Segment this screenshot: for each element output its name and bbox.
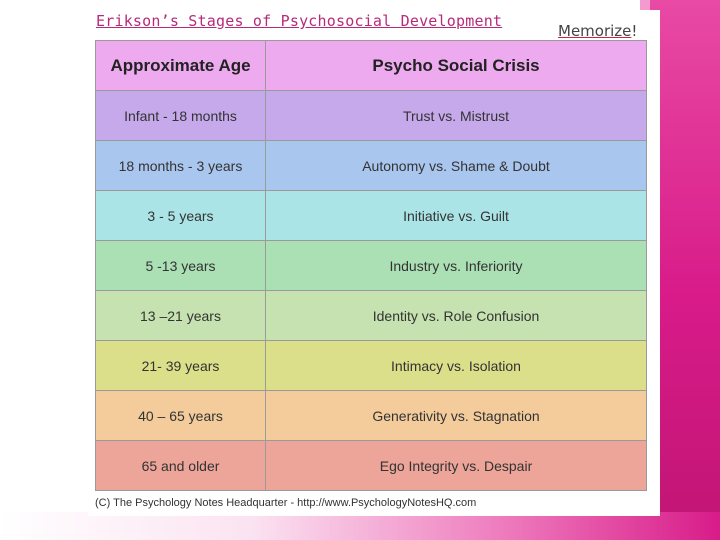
header-age: Approximate Age: [95, 40, 266, 91]
age-cell: 18 months - 3 years: [95, 140, 266, 191]
memorize-note: Memorize!: [558, 22, 637, 40]
credit-line: (C) The Psychology Notes Headquarter - h…: [95, 497, 477, 509]
crisis-cell: Trust vs. Mistrust: [265, 90, 647, 141]
table-row: 21- 39 years Intimacy vs. Isolation: [95, 340, 647, 391]
table-header-row: Approximate Age Psycho Social Crisis: [95, 40, 647, 91]
table-row: 40 – 65 years Generativity vs. Stagnation: [95, 390, 647, 441]
crisis-cell: Initiative vs. Guilt: [265, 190, 647, 241]
memorize-punct: !: [631, 22, 638, 40]
memorize-word: Memorize: [558, 22, 632, 40]
stages-table: Approximate Age Psycho Social Crisis Inf…: [95, 40, 647, 491]
slide-title: Erikson’s Stages of Psychosocial Develop…: [96, 12, 503, 30]
crisis-cell: Identity vs. Role Confusion: [265, 290, 647, 341]
age-cell: 3 - 5 years: [95, 190, 266, 241]
table-row: Infant - 18 months Trust vs. Mistrust: [95, 90, 647, 141]
table-row: 5 -13 years Industry vs. Inferiority: [95, 240, 647, 291]
crisis-cell: Autonomy vs. Shame & Doubt: [265, 140, 647, 191]
table-row: 3 - 5 years Initiative vs. Guilt: [95, 190, 647, 241]
decorative-bottom-band: [0, 512, 720, 540]
crisis-cell: Intimacy vs. Isolation: [265, 340, 647, 391]
age-cell: 5 -13 years: [95, 240, 266, 291]
age-cell: 40 – 65 years: [95, 390, 266, 441]
age-cell: 65 and older: [95, 440, 266, 491]
table-row: 18 months - 3 years Autonomy vs. Shame & …: [95, 140, 647, 191]
age-cell: 13 –21 years: [95, 290, 266, 341]
decorative-band: [650, 0, 720, 540]
crisis-cell: Generativity vs. Stagnation: [265, 390, 647, 441]
age-cell: 21- 39 years: [95, 340, 266, 391]
table-row: 13 –21 years Identity vs. Role Confusion: [95, 290, 647, 341]
crisis-cell: Industry vs. Inferiority: [265, 240, 647, 291]
crisis-cell: Ego Integrity vs. Despair: [265, 440, 647, 491]
header-crisis: Psycho Social Crisis: [265, 40, 647, 91]
table-row: 65 and older Ego Integrity vs. Despair: [95, 440, 647, 491]
age-cell: Infant - 18 months: [95, 90, 266, 141]
